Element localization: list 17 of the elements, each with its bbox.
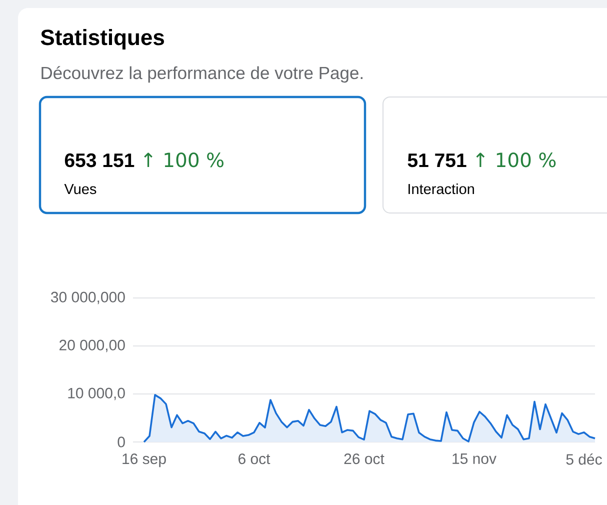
x-tick-label: 26 oct [344, 454, 384, 464]
x-tick-label: 16 sep [122, 454, 166, 468]
text: Vues [64, 184, 96, 194]
x-tick-label: 5 déc [566, 454, 602, 465]
text: Statistiques [40, 29, 164, 50]
x-tick-label: 6 oct [238, 454, 270, 464]
text: ↑ 100 % [144, 152, 224, 168]
text: 653 151 [64, 153, 134, 168]
text: Interaction [408, 183, 474, 194]
text: Découvrez la performance de votre Page. [42, 66, 362, 83]
text: ↑ 100 % [476, 152, 556, 168]
y-tick-label: 20 000,00 [60, 340, 125, 352]
y-tick-label: 30 000,000 [50, 292, 125, 304]
y-tick-label: 10 000,0 [68, 388, 125, 400]
y-tick-label: 0 [118, 436, 125, 448]
x-tick-label: 15 nov [452, 454, 496, 464]
text: 51 751 [408, 154, 466, 168]
